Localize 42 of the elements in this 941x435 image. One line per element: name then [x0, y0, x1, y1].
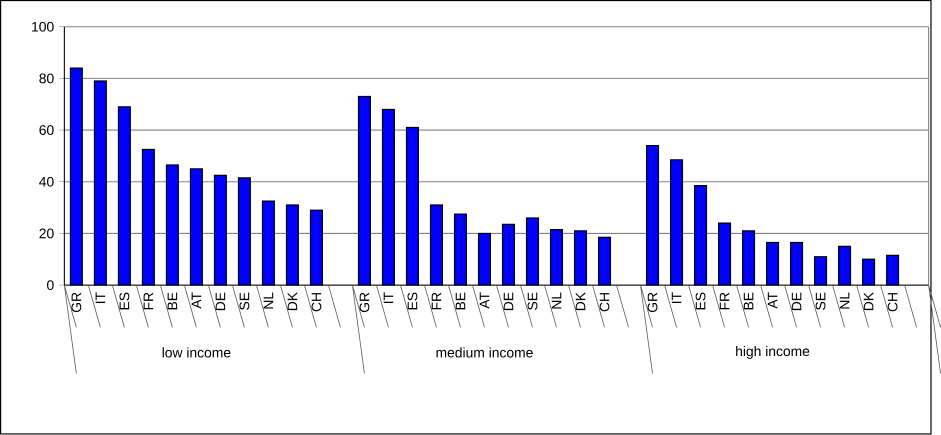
x-tick-label: CH [600, 293, 610, 312]
y-tick-label: 60 [39, 125, 54, 136]
x-tick-label: DK [576, 292, 586, 310]
x-tick-label: SE [240, 292, 250, 310]
x-tick-label: SE [816, 292, 826, 310]
x-tick-label: FR [432, 292, 442, 310]
x-tick-label: BE [744, 292, 754, 310]
x-tick-label: ES [119, 292, 130, 310]
x-tick-label: FR [144, 292, 154, 310]
x-tick-label: AT [480, 292, 490, 309]
y-tick-label: 80 [39, 74, 54, 84]
x-tick-label: FR [720, 292, 730, 310]
text: low income [162, 348, 230, 358]
x-tick-label: BE [168, 292, 178, 310]
x-tick-label: DK [864, 292, 874, 310]
text: medium income [436, 348, 533, 358]
x-tick-label: BE [456, 292, 466, 310]
x-tick-label: GR [648, 292, 658, 312]
x-tick-label: CH [312, 293, 322, 312]
x-tick-label: SE [528, 292, 538, 310]
y-tick-label: 0 [47, 280, 54, 290]
x-tick-label: GR [360, 292, 370, 312]
x-tick-label: GR [71, 292, 82, 312]
x-tick-label: NL [840, 292, 850, 309]
y-tick-label: 20 [39, 228, 54, 239]
x-tick-label: NL [264, 292, 274, 309]
x-tick-label: DE [504, 292, 514, 310]
x-tick-label: DK [288, 292, 298, 310]
x-tick-label: DE [792, 292, 802, 310]
y-tick-label: 40 [39, 177, 54, 187]
x-tick-label: ES [408, 292, 418, 310]
y-tick-label: 100 [32, 22, 54, 32]
x-tick-label: NL [552, 292, 562, 309]
x-tick-label: ES [696, 292, 706, 310]
x-tick-label: DE [216, 292, 226, 310]
x-tick-label: IT [384, 292, 394, 304]
text: high income [736, 346, 810, 360]
x-tick-label: IT [672, 292, 682, 304]
x-tick-label: CH [888, 293, 898, 312]
x-tick-label: AT [192, 292, 202, 309]
x-tick-label: IT [96, 292, 106, 304]
x-tick-label: AT [768, 292, 778, 309]
